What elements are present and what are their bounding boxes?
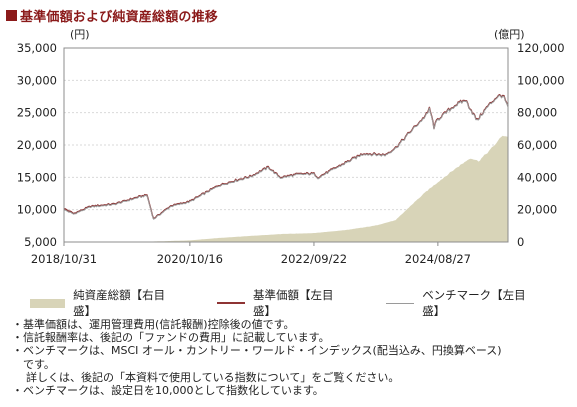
legend-item-benchmark: ベンチマーク【左目盛】 [386,287,539,319]
y-right-tick-label: 120,000 [517,41,565,55]
legend-item-net-assets: 純資産総額【右目盛】 [30,287,179,319]
x-tick-label: 2022/09/22 [281,252,347,266]
y-right-tick-label: 40,000 [517,170,557,184]
chart-title: 基準価額および純資産総額の推移 [20,9,219,25]
footnote: ・ベンチマークは、MSCI オール・カントリー・ワールド・インデックス(配当込み… [12,344,502,358]
series-net-assets-area [64,135,508,242]
footnotes: ・基準価額は、運用管理費用(信託報酬)控除後の値です。 ・信託報酬率は、後記の「… [12,318,502,397]
chart-title-row: 基準価額および純資産総額の推移 [6,6,219,25]
footnote: 詳しくは、後記の「本資料で使用している指数について」をご覧ください。 [26,370,400,384]
plot-border [63,47,509,243]
x-tick-label: 2018/10/31 [31,252,97,266]
y-right-tick-label: 60,000 [517,138,557,152]
legend-swatch-benchmark-line [386,302,415,304]
x-tick-label: 2024/08/27 [405,252,471,266]
y-right-tick-label: 100,000 [517,73,565,87]
chart-svg: 5,000 10,000 15,000 20,000 25,000 30,000 35,00… [17,28,565,266]
y-left-tick-label: 25,000 [17,106,57,120]
y-left-unit-label: (円) [70,28,90,41]
y-left-tick-label: 10,000 [17,203,57,217]
footnote: ・信託報酬率は、後記の「ファンドの費用」に記載しています。 [12,331,330,345]
y-left-tick-label: 5,000 [24,235,57,249]
chart-legend: 純資産総額【右目盛】 基準価額【左目盛】 ベンチマーク【左目盛】 [30,287,577,319]
y-right-tick-label: 20,000 [517,203,557,217]
footnote: ・基準価額は、運用管理費用(信託報酬)控除後の値です。 [12,318,295,331]
legend-swatch-nav-line [217,302,245,304]
y-right-tick-label: 0 [517,235,524,249]
legend-label-net-assets: 純資産総額【右目盛】 [73,288,166,318]
footnote: ・ベンチマークは、設定日を10,000として指数化しています。 [12,384,324,398]
series-benchmark-line [63,94,509,220]
legend-label-nav: 基準価額【左目盛】 [252,288,334,318]
y-right-unit-label: (億円) [494,28,525,41]
y-right-tick-label: 80,000 [517,106,557,120]
legend-item-nav: 基準価額【左目盛】 [217,287,348,319]
title-square-icon [6,9,17,21]
y-left-tick-label: 30,000 [17,73,57,87]
y-left-tick-label: 35,000 [17,41,57,55]
legend-swatch-area [30,298,66,308]
y-left-tick-label: 15,000 [17,170,57,184]
x-tick-label: 2020/10/16 [157,252,223,266]
footnote: です。 [12,357,55,371]
legend-label-benchmark: ベンチマーク【左目盛】 [422,288,526,318]
y-left-tick-label: 20,000 [17,138,57,152]
